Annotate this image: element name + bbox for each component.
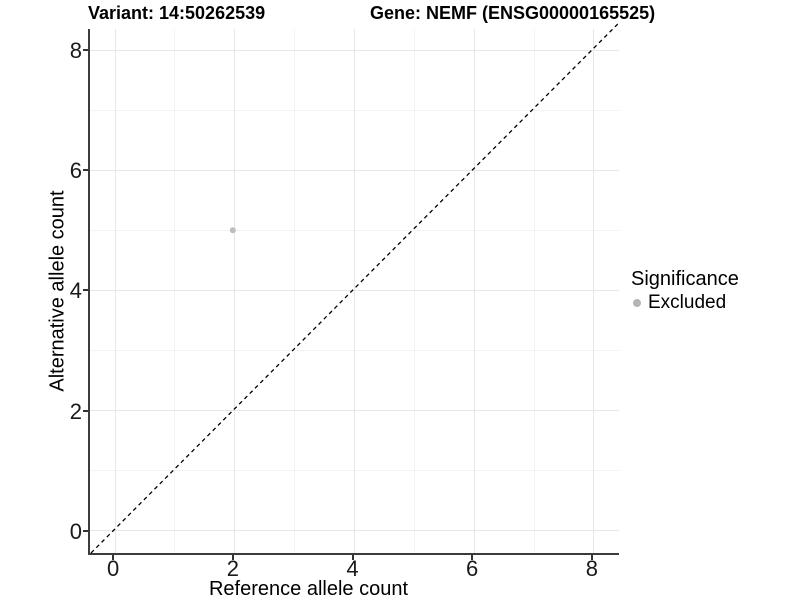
x-tick-label: 8 bbox=[585, 556, 598, 581]
y-tick-mark bbox=[83, 49, 88, 52]
y-tick-label: 2 bbox=[69, 398, 82, 424]
x-tick-mark bbox=[112, 555, 115, 560]
legend-item: Excluded bbox=[631, 292, 739, 315]
x-tick-mark bbox=[590, 555, 593, 560]
y-tick-label: 6 bbox=[69, 158, 82, 184]
x-tick-mark bbox=[471, 555, 474, 560]
y-tick-mark bbox=[83, 409, 88, 412]
legend: Significance Excluded bbox=[631, 268, 739, 315]
y-tick-mark bbox=[83, 289, 88, 292]
x-tick-label: 2 bbox=[226, 556, 239, 581]
plot-title-gene: Gene: NEMF (ENSG00000165525) bbox=[370, 3, 656, 23]
h-gridline-major bbox=[90, 410, 619, 412]
plot-panel bbox=[88, 29, 619, 555]
legend-title: Significance bbox=[631, 268, 739, 290]
v-gridline-minor bbox=[174, 29, 176, 553]
x-tick-label: 0 bbox=[107, 556, 120, 581]
h-gridline-major bbox=[90, 49, 619, 51]
v-gridline-major bbox=[234, 29, 236, 553]
v-gridline-major bbox=[593, 29, 595, 553]
h-gridline-major bbox=[90, 530, 619, 532]
y-tick-label: 8 bbox=[69, 38, 82, 64]
y-tick-mark bbox=[83, 169, 88, 172]
v-gridline-minor bbox=[294, 29, 296, 553]
y-tick-label: 4 bbox=[69, 278, 82, 304]
x-tick-label: 4 bbox=[346, 556, 359, 581]
legend-item-label: Excluded bbox=[648, 292, 727, 313]
h-gridline-major bbox=[90, 169, 619, 171]
v-gridline-major bbox=[354, 29, 355, 553]
x-tick-mark bbox=[231, 555, 234, 560]
x-tick-mark bbox=[351, 555, 354, 560]
v-gridline-minor bbox=[413, 29, 415, 553]
v-gridline-major bbox=[473, 29, 475, 553]
x-axis-label: Reference allele count bbox=[208, 578, 408, 600]
h-gridline-major bbox=[90, 289, 619, 291]
legend-items: Excluded bbox=[631, 292, 739, 315]
plot-title-variant: Variant: 14:50262539 bbox=[88, 3, 266, 23]
legend-point-icon bbox=[633, 299, 641, 308]
v-gridline-minor bbox=[533, 29, 535, 553]
x-tick-label: 6 bbox=[466, 556, 479, 581]
y-axis-label: Alternative allele count bbox=[46, 190, 69, 392]
y-tick-label: 0 bbox=[69, 518, 82, 544]
y-tick-mark bbox=[83, 529, 88, 532]
v-gridline-major bbox=[114, 29, 116, 553]
